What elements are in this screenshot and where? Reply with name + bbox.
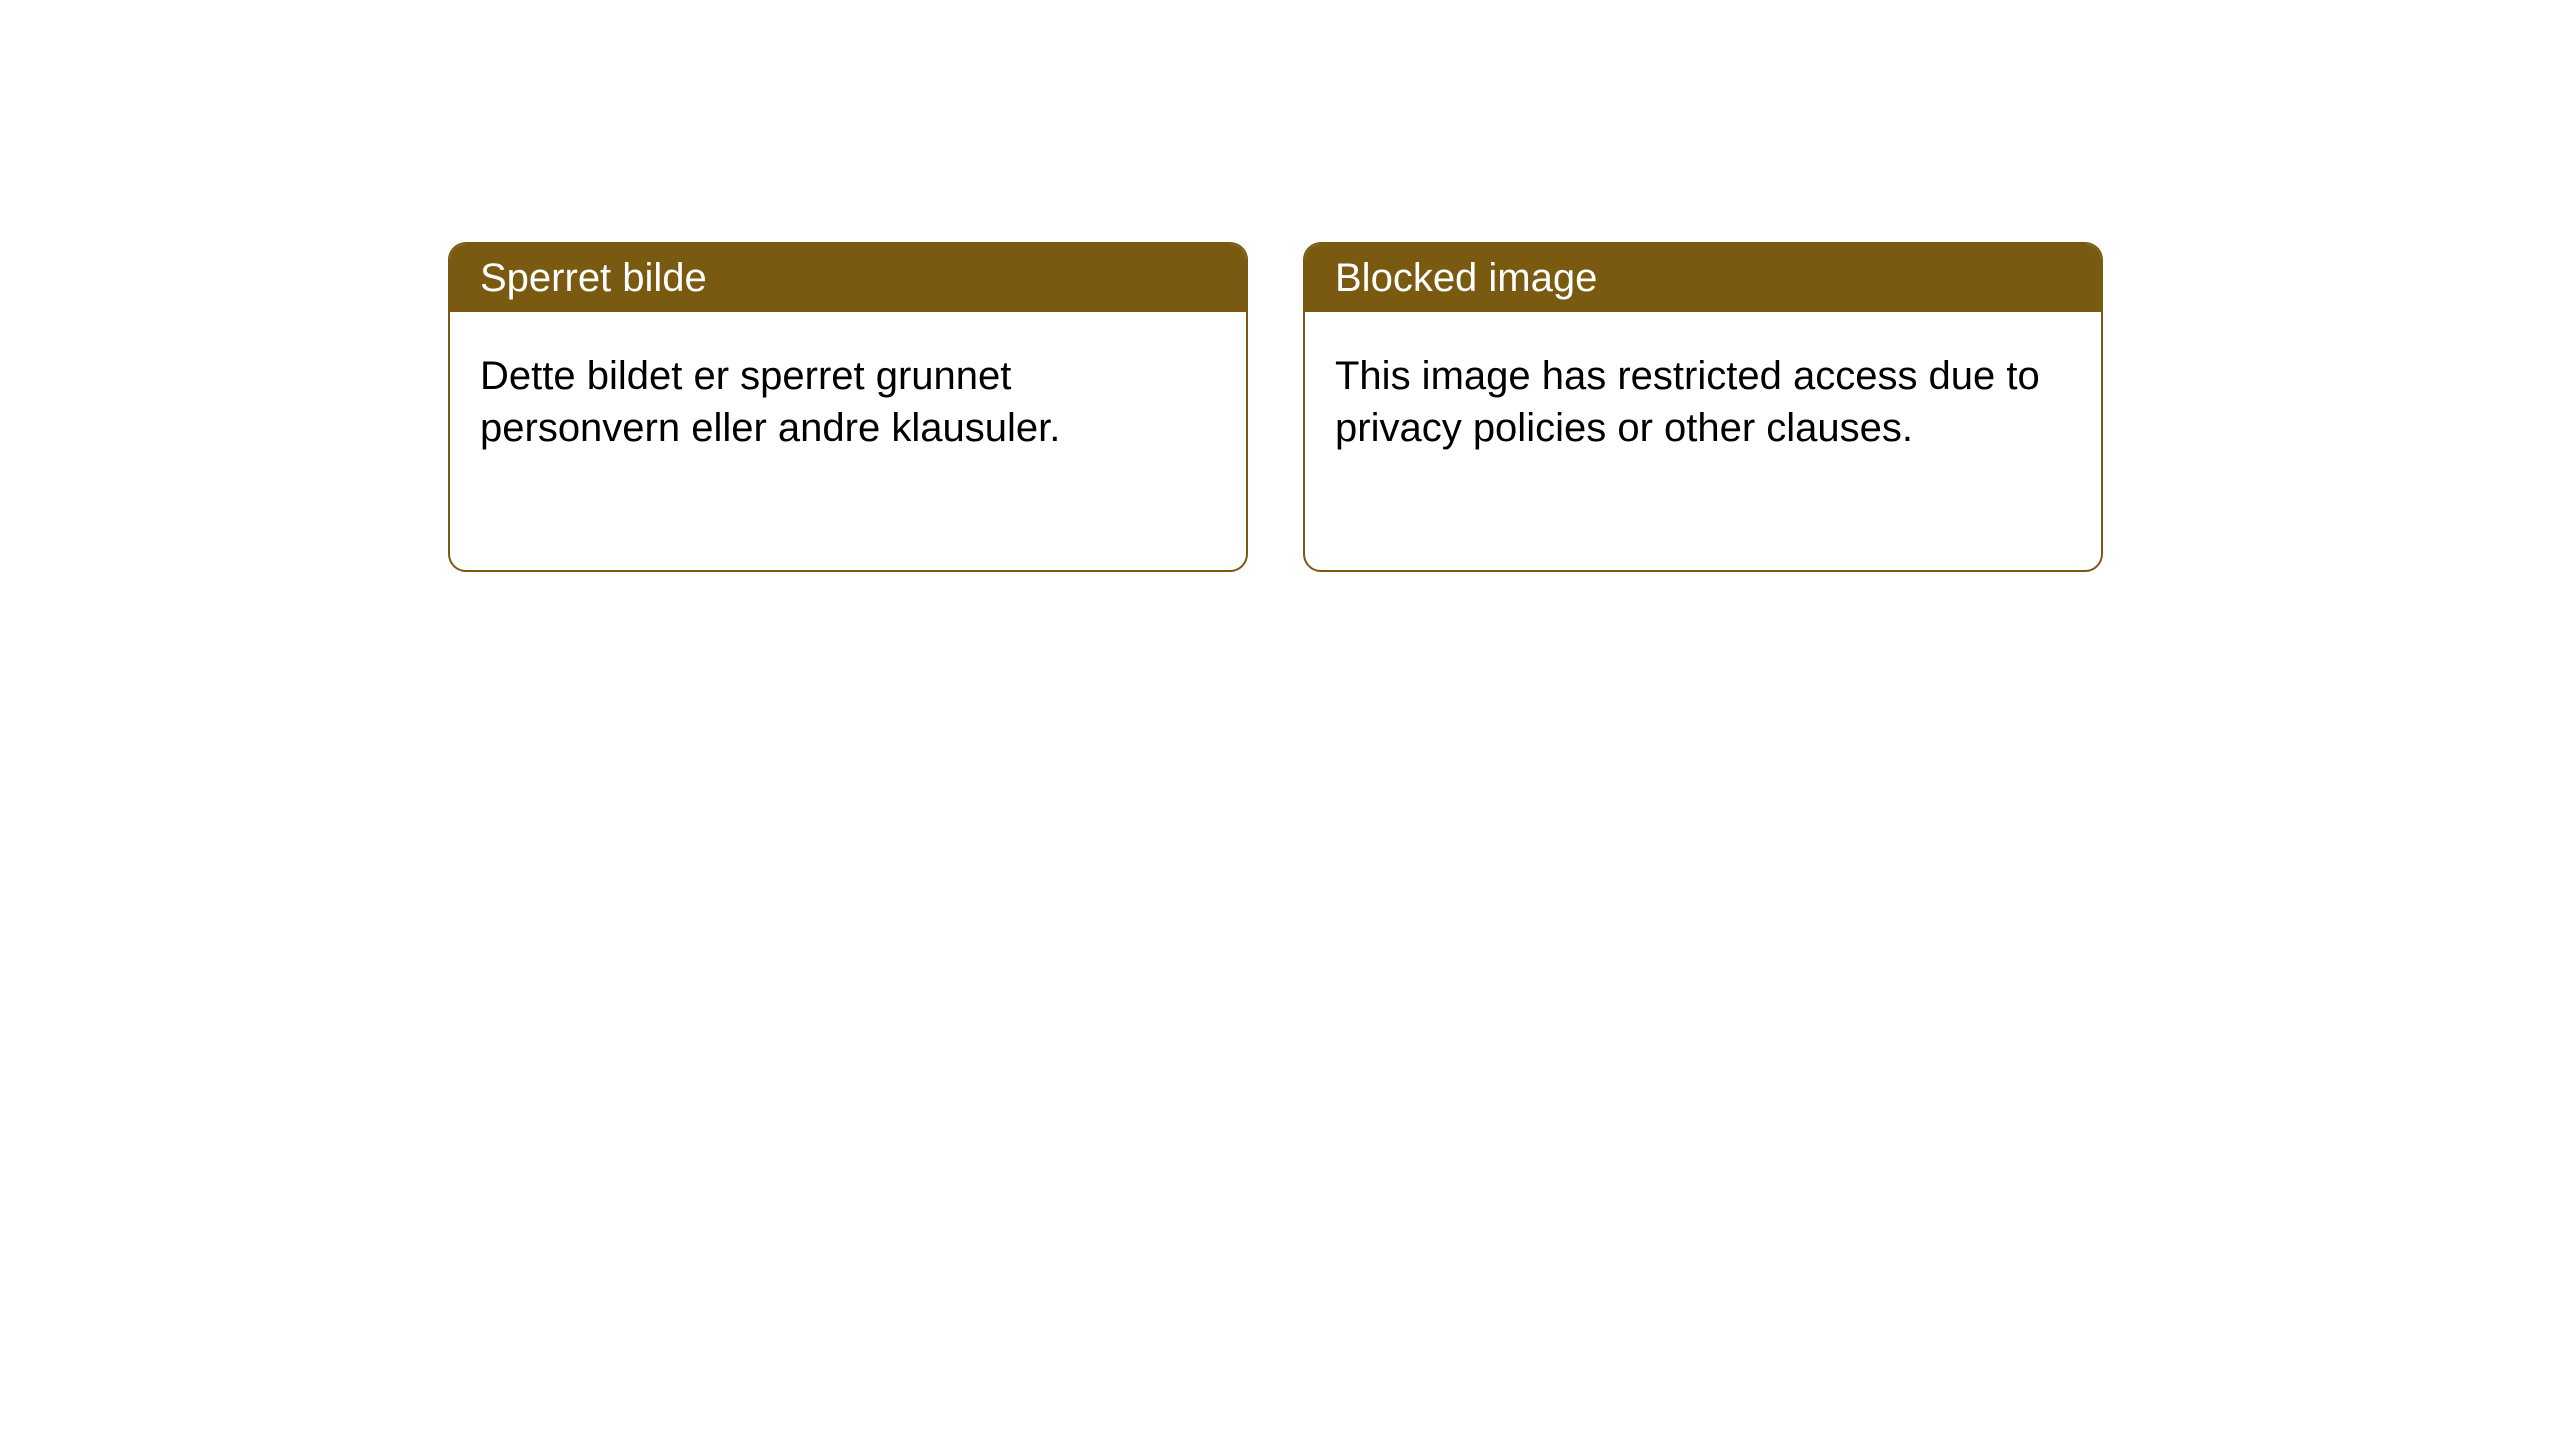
notice-container: Sperret bilde Dette bildet er sperret gr… [0, 0, 2560, 572]
notice-body: This image has restricted access due to … [1305, 312, 2101, 492]
notice-title: Blocked image [1305, 244, 2101, 312]
notice-body: Dette bildet er sperret grunnet personve… [450, 312, 1246, 492]
notice-title: Sperret bilde [450, 244, 1246, 312]
notice-card-english: Blocked image This image has restricted … [1303, 242, 2103, 572]
notice-card-norwegian: Sperret bilde Dette bildet er sperret gr… [448, 242, 1248, 572]
